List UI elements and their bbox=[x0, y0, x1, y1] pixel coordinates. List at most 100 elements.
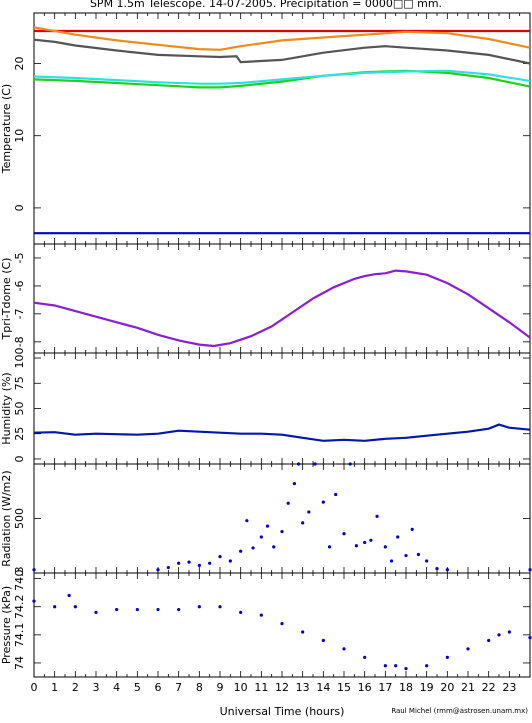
y-tick-label: 75 bbox=[13, 376, 26, 390]
data-point bbox=[67, 593, 71, 598]
data-point bbox=[348, 462, 352, 466]
x-tick-label: 13 bbox=[296, 681, 310, 694]
y-tick-label: 10 bbox=[13, 129, 26, 143]
y-tick-label: 0 bbox=[13, 455, 26, 462]
data-point bbox=[435, 567, 439, 571]
x-tick-label: 3 bbox=[93, 681, 100, 694]
x-tick-label: 8 bbox=[196, 681, 203, 694]
series-line bbox=[33, 69, 531, 89]
y-tick-label: 25 bbox=[13, 427, 26, 441]
data-point bbox=[396, 535, 400, 539]
data-point bbox=[466, 647, 470, 651]
data-point bbox=[342, 532, 346, 536]
x-tick-label: 23 bbox=[502, 681, 516, 694]
y-tick-label: 74.3 bbox=[13, 566, 26, 591]
panel-frame bbox=[33, 12, 531, 245]
data-point bbox=[239, 549, 243, 553]
data-point bbox=[73, 605, 77, 609]
x-tick-label: 4 bbox=[113, 681, 120, 694]
y-axis-label: Pressure (kPa) bbox=[0, 586, 13, 664]
data-point bbox=[239, 610, 243, 614]
data-point bbox=[425, 664, 429, 668]
data-point bbox=[363, 540, 367, 545]
x-tick-label: 10 bbox=[234, 681, 248, 694]
data-point bbox=[404, 666, 408, 671]
data-point bbox=[259, 613, 263, 617]
data-point bbox=[251, 546, 255, 550]
series-line bbox=[33, 38, 531, 65]
data-point bbox=[404, 553, 408, 558]
data-point bbox=[280, 529, 284, 534]
data-point bbox=[497, 633, 501, 637]
data-point bbox=[327, 545, 332, 549]
data-point bbox=[265, 524, 270, 528]
y-tick-label: 0 bbox=[13, 570, 26, 577]
x-tick-label: 0 bbox=[31, 681, 38, 694]
data-point bbox=[156, 568, 160, 572]
data-point bbox=[416, 552, 420, 557]
data-point bbox=[528, 636, 532, 640]
data-point bbox=[53, 605, 57, 609]
data-point bbox=[156, 607, 160, 612]
credit-text: Raul Michel (rmm@astrosen.unam.mx) bbox=[391, 707, 528, 715]
data-point bbox=[410, 527, 414, 532]
x-tick-label: 12 bbox=[275, 681, 289, 694]
y-axis-label: Radiation (W/m2) bbox=[0, 470, 13, 566]
y-tick-label: 100 bbox=[13, 348, 26, 369]
data-point bbox=[292, 482, 296, 486]
data-point bbox=[197, 605, 201, 609]
data-point bbox=[32, 599, 36, 603]
x-tick-label: 7 bbox=[175, 681, 182, 694]
y-tick-label: 74.2 bbox=[13, 594, 26, 619]
data-point bbox=[528, 568, 532, 572]
data-point bbox=[313, 462, 317, 466]
x-tick-label: 2 bbox=[72, 681, 79, 694]
data-point bbox=[272, 545, 276, 549]
data-point bbox=[363, 655, 367, 659]
data-point bbox=[177, 607, 181, 612]
data-point bbox=[286, 501, 290, 505]
data-point bbox=[259, 535, 263, 539]
x-axis-label: Universal Time (hours) bbox=[219, 705, 345, 718]
data-point bbox=[307, 510, 311, 514]
data-point bbox=[321, 638, 325, 643]
x-tick-label: 11 bbox=[254, 681, 268, 694]
y-tick-label: 74 bbox=[13, 656, 26, 670]
x-tick-label: 9 bbox=[217, 681, 224, 694]
x-tick-label: 17 bbox=[378, 681, 392, 694]
data-point bbox=[354, 544, 358, 548]
data-point bbox=[507, 630, 511, 634]
y-tick-label: 50 bbox=[13, 402, 26, 416]
data-point bbox=[135, 607, 139, 612]
data-point bbox=[389, 559, 394, 563]
data-point bbox=[218, 605, 222, 609]
y-axis-label: Humidity (%) bbox=[0, 372, 13, 444]
series-line bbox=[33, 423, 531, 442]
chart-title: SPM 1.5m Telescope. 14-07-2005. Precipit… bbox=[89, 0, 443, 10]
y-tick-label: 0 bbox=[13, 204, 26, 211]
data-point bbox=[445, 655, 449, 659]
data-point bbox=[487, 638, 491, 643]
panel-frame bbox=[33, 463, 531, 574]
panel-frame bbox=[33, 243, 531, 354]
x-tick-label: 6 bbox=[155, 681, 162, 694]
data-point bbox=[301, 630, 305, 634]
data-point bbox=[375, 514, 379, 518]
x-tick-label: 22 bbox=[482, 681, 496, 694]
data-point bbox=[301, 521, 305, 525]
data-point bbox=[115, 607, 119, 612]
x-tick-label: 14 bbox=[316, 681, 330, 694]
x-tick-label: 16 bbox=[358, 681, 372, 694]
y-tick-label: -5 bbox=[13, 252, 26, 263]
series-line bbox=[33, 269, 531, 348]
data-point bbox=[334, 492, 338, 497]
series-line bbox=[33, 26, 531, 51]
y-tick-label: -7 bbox=[13, 308, 26, 319]
y-tick-label: 74.1 bbox=[13, 623, 26, 648]
data-point bbox=[383, 545, 387, 549]
series-line bbox=[33, 69, 531, 85]
y-axis-label: Temperature (C) bbox=[0, 84, 13, 174]
data-point bbox=[228, 559, 232, 563]
x-tick-label: 15 bbox=[337, 681, 351, 694]
data-point bbox=[445, 568, 449, 572]
